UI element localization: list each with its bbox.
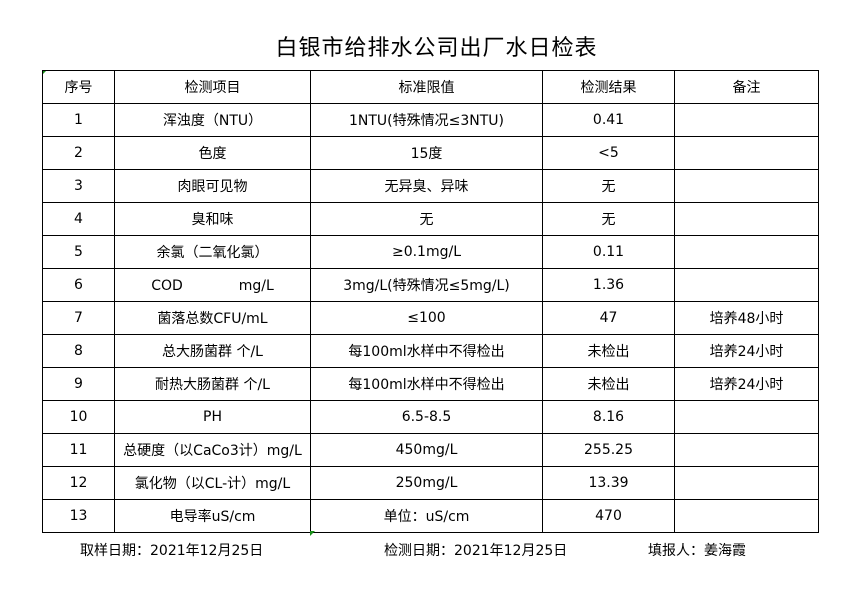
cell-result[interactable]: 无 — [542, 202, 675, 236]
cell-item[interactable]: 耐热大肠菌群 个/L — [114, 367, 311, 401]
cell-item[interactable]: 电导率uS/cm — [114, 499, 311, 533]
cell-item[interactable]: 色度 — [114, 136, 311, 170]
table-row: 11 总硬度（以CaCo3计）mg/L 450mg/L 255.25 — [42, 433, 819, 467]
cell-index[interactable]: 7 — [42, 301, 115, 335]
cell-item[interactable]: PH — [114, 400, 311, 434]
cell-remark[interactable] — [674, 499, 819, 533]
cell-standard[interactable]: 15度 — [310, 136, 543, 170]
header-index[interactable]: 序号 — [42, 70, 115, 104]
cell-result[interactable]: 255.25 — [542, 433, 675, 467]
cell-remark[interactable] — [674, 433, 819, 467]
cell-result[interactable]: 无 — [542, 169, 675, 203]
cell-index[interactable]: 5 — [42, 235, 115, 269]
cell-item[interactable]: 臭和味 — [114, 202, 311, 236]
cell-remark[interactable] — [674, 235, 819, 269]
cell-index[interactable]: 12 — [42, 466, 115, 500]
cell-standard[interactable]: 每100ml水样中不得检出 — [310, 334, 543, 368]
cell-item[interactable]: 氯化物（以CL-计）mg/L — [114, 466, 311, 500]
cell-result[interactable]: 未检出 — [542, 334, 675, 368]
inspection-table: 序号 检测项目 标准限值 检测结果 备注 1 浑浊度（NTU） 1NTU(特殊情况≤3NTU)… — [42, 70, 819, 533]
page-title: 白银市给排水公司出厂水日检表 — [275, 36, 598, 61]
cell-result[interactable]: 1.36 — [542, 268, 675, 302]
table-row: 6 COD mg/L 3mg/L(特殊情况≤5mg/L) 1.36 — [42, 268, 819, 302]
test-date: 检测日期：2021年12月25日 — [384, 543, 568, 559]
cell-item[interactable]: 浑浊度（NTU） — [114, 103, 311, 137]
cell-item[interactable]: 余氯（二氧化氯） — [114, 235, 311, 269]
header-item[interactable]: 检测项目 — [114, 70, 311, 104]
cell-result[interactable]: 47 — [542, 301, 675, 335]
cell-item[interactable]: 总大肠菌群 个/L — [114, 334, 311, 368]
cell-standard[interactable]: 250mg/L — [310, 466, 543, 500]
table-row: 2 色度 15度 <5 — [42, 136, 819, 170]
table-row: 12 氯化物（以CL-计）mg/L 250mg/L 13.39 — [42, 466, 819, 500]
cell-result[interactable]: 13.39 — [542, 466, 675, 500]
cell-index[interactable]: 2 — [42, 136, 115, 170]
cell-index[interactable]: 6 — [42, 268, 115, 302]
cell-item[interactable]: COD mg/L — [114, 268, 311, 302]
cell-remark[interactable] — [674, 202, 819, 236]
cell-remark[interactable] — [674, 400, 819, 434]
cell-result[interactable]: 8.16 — [542, 400, 675, 434]
cell-result[interactable]: 未检出 — [542, 367, 675, 401]
cell-standard[interactable]: 6.5-8.5 — [310, 400, 543, 434]
header-result[interactable]: 检测结果 — [542, 70, 675, 104]
table-row: 5 余氯（二氧化氯） ≥0.1mg/L 0.11 — [42, 235, 819, 269]
table-row: 7 菌落总数CFU/mL ≤100 47 培养48小时 — [42, 301, 819, 335]
cell-standard[interactable]: ≥0.1mg/L — [310, 235, 543, 269]
table-row: 1 浑浊度（NTU） 1NTU(特殊情况≤3NTU) 0.41 — [42, 103, 819, 137]
cell-remark[interactable]: 培养24小时 — [674, 334, 819, 368]
cell-remark[interactable]: 培养24小时 — [674, 367, 819, 401]
cell-standard[interactable]: 单位：uS/cm — [310, 499, 543, 533]
cell-index[interactable]: 9 — [42, 367, 115, 401]
cell-standard[interactable]: 无异臭、异味 — [310, 169, 543, 203]
cell-standard[interactable]: 1NTU(特殊情况≤3NTU) — [310, 103, 543, 137]
cell-remark[interactable] — [674, 136, 819, 170]
table-row: 9 耐热大肠菌群 个/L 每100ml水样中不得检出 未检出 培养24小时 — [42, 367, 819, 401]
cell-standard[interactable]: 无 — [310, 202, 543, 236]
table-row: 3 肉眼可见物 无异臭、异味无 — [42, 169, 819, 203]
header-remark[interactable]: 备注 — [674, 70, 819, 104]
cell-index[interactable]: 10 — [42, 400, 115, 434]
sampling-date: 取样日期：2021年12月25日 — [80, 543, 264, 559]
cell-item[interactable]: 肉眼可见物 — [114, 169, 311, 203]
table-row: 8 总大肠菌群 个/L 每100ml水样中不得检出 未检出 培养24小时 — [42, 334, 819, 368]
cell-standard[interactable]: ≤100 — [310, 301, 543, 335]
cell-remark[interactable] — [674, 103, 819, 137]
cell-standard[interactable]: 3mg/L(特殊情况≤5mg/L) — [310, 268, 543, 302]
cell-remark[interactable] — [674, 466, 819, 500]
header-standard[interactable]: 标准限值 — [310, 70, 543, 104]
cell-result[interactable]: 470 — [542, 499, 675, 533]
table-row: 13 电导率uS/cm 单位：uS/cm 470 — [42, 499, 819, 533]
cell-standard[interactable]: 每100ml水样中不得检出 — [310, 367, 543, 401]
cell-result[interactable]: 0.11 — [542, 235, 675, 269]
cell-index[interactable]: 1 — [42, 103, 115, 137]
table-row: 10 PH 6.5-8.5 8.16 — [42, 400, 819, 434]
cell-index[interactable]: 11 — [42, 433, 115, 467]
header-row: 序号 检测项目 标准限值 检测结果 备注 — [42, 70, 819, 104]
cell-result[interactable]: 0.41 — [542, 103, 675, 137]
table-row: 4 臭和味无无 — [42, 202, 819, 236]
cell-remark[interactable]: 培养48小时 — [674, 301, 819, 335]
cell-item[interactable]: 菌落总数CFU/mL — [114, 301, 311, 335]
cell-index[interactable]: 13 — [42, 499, 115, 533]
cell-item[interactable]: 总硬度（以CaCo3计）mg/L — [114, 433, 311, 467]
cell-remark[interactable] — [674, 268, 819, 302]
reporter: 填报人：姜海霞 — [648, 543, 746, 559]
cell-index[interactable]: 4 — [42, 202, 115, 236]
cell-index[interactable]: 8 — [42, 334, 115, 368]
cell-result[interactable]: <5 — [542, 136, 675, 170]
cell-standard[interactable]: 450mg/L — [310, 433, 543, 467]
cell-marker — [310, 531, 315, 536]
cell-remark[interactable] — [674, 169, 819, 203]
cell-index[interactable]: 3 — [42, 169, 115, 203]
